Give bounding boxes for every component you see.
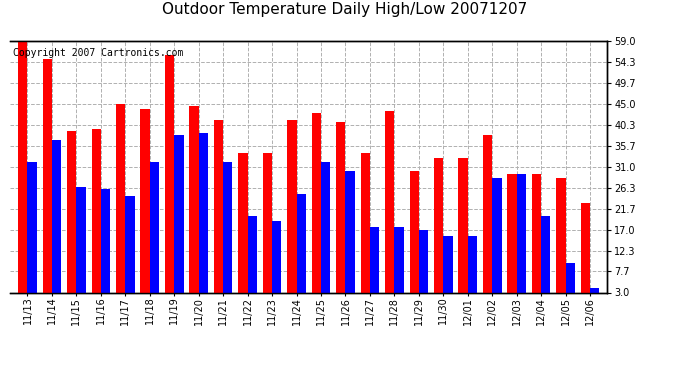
Bar — [52, 140, 61, 292]
Bar — [346, 171, 355, 292]
Bar — [272, 221, 282, 292]
Bar — [385, 111, 395, 292]
Bar — [410, 171, 419, 292]
Bar — [361, 153, 370, 292]
Bar — [248, 216, 257, 292]
Bar — [214, 120, 223, 292]
Bar — [116, 104, 126, 292]
Bar — [556, 178, 566, 292]
Bar — [483, 135, 492, 292]
Bar — [581, 203, 590, 292]
Bar — [312, 113, 321, 292]
Bar — [126, 196, 135, 292]
Bar — [92, 129, 101, 292]
Bar — [150, 162, 159, 292]
Bar — [370, 228, 380, 292]
Bar — [566, 263, 575, 292]
Text: Outdoor Temperature Daily High/Low 20071207: Outdoor Temperature Daily High/Low 20071… — [162, 2, 528, 17]
Bar — [468, 236, 477, 292]
Bar — [458, 158, 468, 292]
Bar — [336, 122, 346, 292]
Bar — [321, 162, 331, 292]
Bar — [101, 189, 110, 292]
Bar — [141, 108, 150, 292]
Bar — [492, 178, 502, 292]
Bar — [43, 59, 52, 292]
Text: Copyright 2007 Cartronics.com: Copyright 2007 Cartronics.com — [13, 48, 184, 57]
Bar — [517, 174, 526, 292]
Bar — [541, 216, 551, 292]
Bar — [434, 158, 443, 292]
Bar — [395, 228, 404, 292]
Bar — [419, 230, 428, 292]
Bar — [199, 133, 208, 292]
Bar — [67, 131, 77, 292]
Bar — [175, 135, 184, 292]
Bar — [287, 120, 297, 292]
Bar — [165, 55, 175, 292]
Bar — [18, 41, 28, 292]
Bar — [28, 162, 37, 292]
Bar — [77, 187, 86, 292]
Bar — [443, 236, 453, 292]
Bar — [238, 153, 248, 292]
Bar — [532, 174, 541, 292]
Bar — [507, 174, 517, 292]
Bar — [263, 153, 272, 292]
Bar — [223, 162, 233, 292]
Bar — [297, 194, 306, 292]
Bar — [590, 288, 600, 292]
Bar — [189, 106, 199, 292]
